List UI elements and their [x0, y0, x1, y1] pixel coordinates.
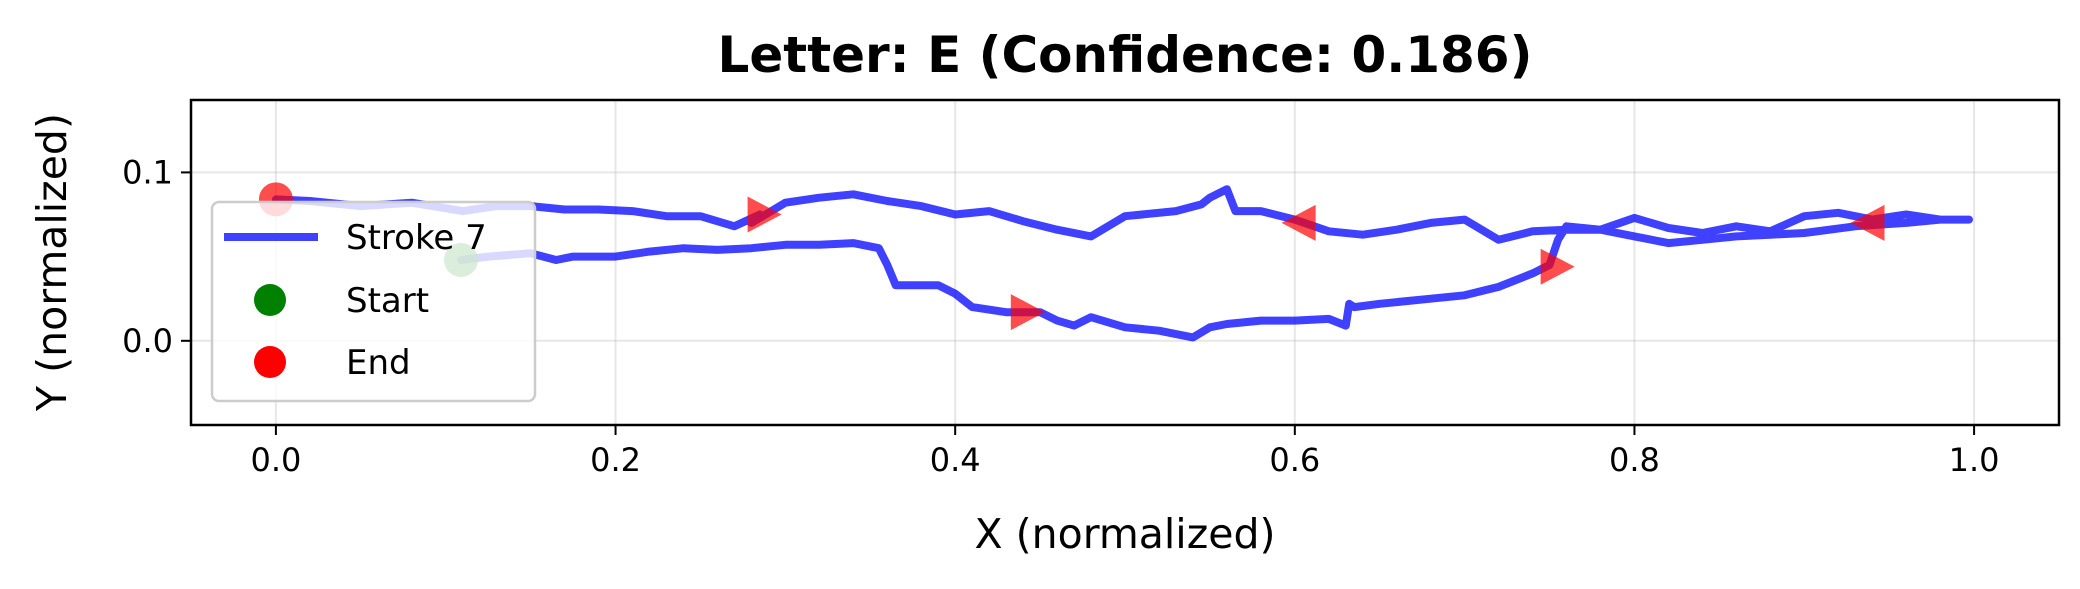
x-tick-label: 0.4: [930, 441, 981, 479]
chart-title: Letter: E (Confidence: 0.186): [718, 26, 1533, 84]
x-tick-label: 0.2: [590, 441, 641, 479]
legend-box: [210, 200, 537, 403]
x-tick-label: 0.8: [1609, 441, 1660, 479]
stroke-line: [271, 185, 1973, 342]
legend-start-label: Start: [346, 281, 429, 321]
legend-end-label: End: [346, 343, 411, 383]
x-tick-label: 0.6: [1269, 441, 1320, 479]
y-axis-label: Y (normalized): [28, 113, 76, 412]
y-axis-ticks: 0.0 0.1: [122, 153, 191, 360]
legend: Stroke 7 Start End: [210, 200, 537, 403]
direction-arrow: [1540, 248, 1575, 285]
plot-frame: [189, 98, 2061, 427]
y-tick-label: 0.1: [122, 153, 173, 191]
x-tick-label: 0.0: [250, 441, 301, 479]
x-tick-label: 1.0: [1949, 441, 2000, 479]
x-axis-label: X (normalized): [975, 510, 1276, 558]
series-layer: [271, 185, 1973, 342]
legend-stroke-label: Stroke 7: [346, 218, 487, 258]
direction-arrow: [747, 196, 782, 233]
direction-arrow: [1281, 204, 1316, 241]
y-tick-label: 0.0: [122, 322, 173, 360]
direction-arrow: [1010, 294, 1045, 331]
direction-arrow: [1850, 204, 1885, 241]
legend-end-marker: [254, 346, 286, 378]
legend-start-marker: [254, 284, 286, 316]
x-axis-ticks: 0.0 0.2 0.4 0.6 0.8 1.0: [250, 425, 2000, 479]
